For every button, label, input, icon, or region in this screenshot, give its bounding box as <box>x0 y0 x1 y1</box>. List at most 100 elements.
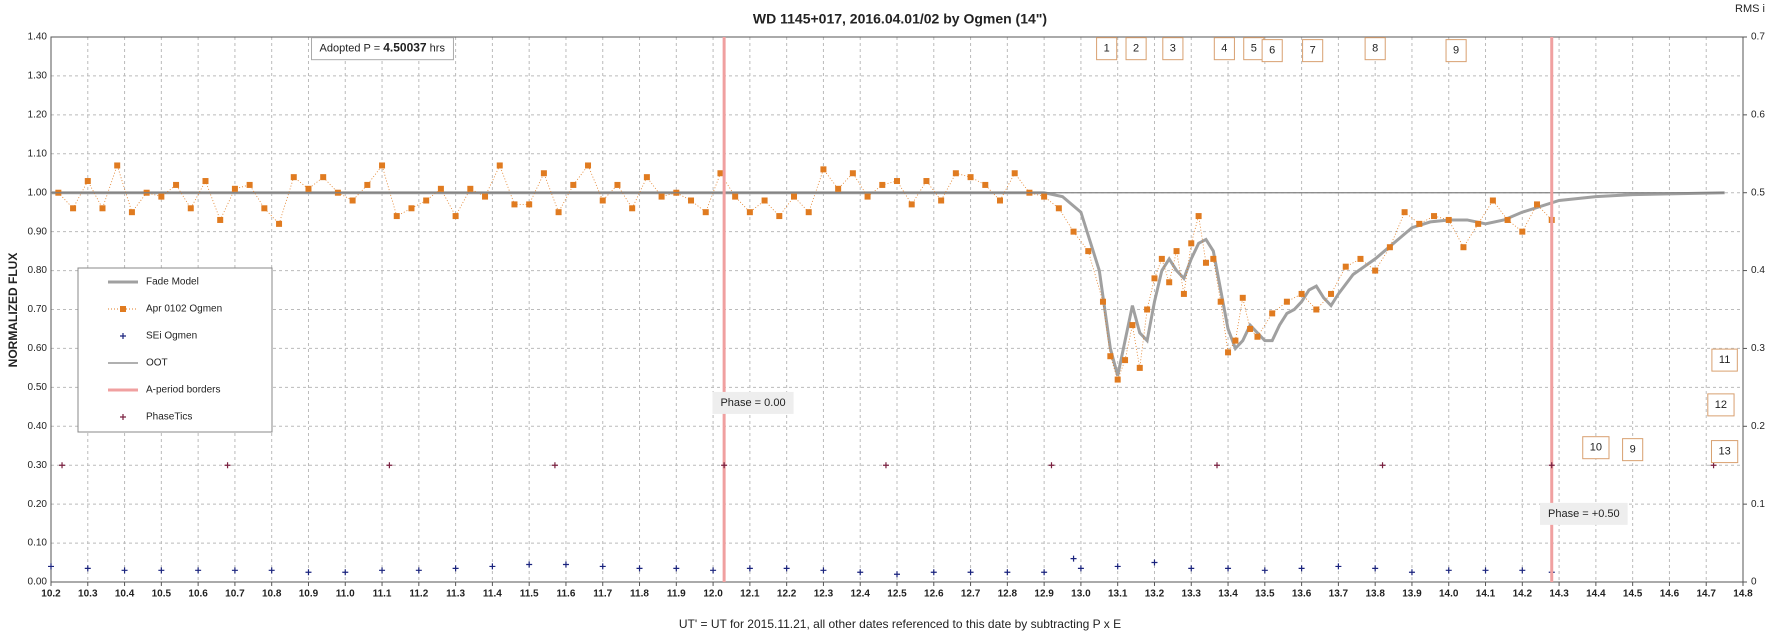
data-point <box>658 193 665 200</box>
plus-marker <box>1114 563 1121 570</box>
x-tick-label: 12.8 <box>998 589 1018 600</box>
legend-label: A-period borders <box>146 385 220 396</box>
y2-tick-label: 0.1 <box>1751 499 1765 510</box>
y-tick-label: 0.40 <box>28 421 48 432</box>
x-tick-label: 12.4 <box>850 589 870 600</box>
data-point <box>1085 248 1092 255</box>
plus-marker <box>489 563 496 570</box>
y-tick-label: 0.60 <box>28 343 48 354</box>
data-point <box>379 162 386 169</box>
data-point <box>1416 220 1423 227</box>
x-axis-label: UT' = UT for 2015.11.21, all other dates… <box>679 617 1121 631</box>
plus-marker <box>721 462 728 469</box>
data-point <box>1372 267 1379 274</box>
box-label: 9 <box>1630 444 1636 456</box>
data-point <box>276 220 283 227</box>
y-tick-label: 0.70 <box>28 304 48 315</box>
data-point <box>1342 263 1349 270</box>
plus-marker <box>783 565 790 572</box>
x-tick-label: 14.7 <box>1696 589 1716 600</box>
data-point <box>1129 322 1136 329</box>
data-point <box>849 170 856 177</box>
x-tick-label: 11.2 <box>409 589 428 600</box>
annotation-text: Adopted P = 4.50037 hrs <box>320 41 446 55</box>
annotation: Phase = +0.50 <box>1540 502 1628 525</box>
data-point <box>1195 213 1202 220</box>
legend-swatch <box>120 414 126 420</box>
data-point <box>231 185 238 192</box>
box-label: 1 <box>1104 43 1110 55</box>
legend-swatch <box>120 333 126 339</box>
data-point <box>128 209 135 216</box>
data-point <box>1239 294 1246 301</box>
x-tick-label: 10.8 <box>262 589 282 600</box>
data-point <box>1247 325 1254 332</box>
y2-axis-label: RMS i <box>1735 3 1765 15</box>
data-point <box>776 213 783 220</box>
y2-tick-label: 0.4 <box>1751 265 1765 276</box>
box <box>1622 438 1644 462</box>
data-point <box>614 181 621 188</box>
plus-marker <box>526 561 533 568</box>
data-point <box>1114 376 1121 383</box>
box-label: 8 <box>1372 43 1378 55</box>
data-point <box>467 185 474 192</box>
data-point <box>746 209 753 216</box>
data-point <box>1122 357 1129 364</box>
x-tick-label: 12.2 <box>777 589 797 600</box>
data-point <box>1431 213 1438 220</box>
box-label: 5 <box>1251 43 1257 55</box>
x-tick-label: 11.7 <box>593 589 612 600</box>
x-tick-label: 12.3 <box>814 589 834 600</box>
data-point <box>290 174 297 181</box>
data-point <box>1151 275 1158 282</box>
plus-marker <box>673 565 680 572</box>
data-point <box>1173 248 1180 255</box>
plus-marker <box>857 569 864 576</box>
x-tick-label: 12.6 <box>924 589 944 600</box>
annotation-part: 4.50037 <box>383 41 427 55</box>
box <box>1261 39 1283 63</box>
y2-tick-label: 0.6 <box>1751 109 1765 120</box>
x-tick-label: 13.2 <box>1145 589 1165 600</box>
plus-marker <box>1214 462 1221 469</box>
legend-box <box>77 267 273 433</box>
data-line <box>58 164 1553 381</box>
plus-marker <box>599 563 606 570</box>
data-point <box>1188 240 1195 247</box>
plus-marker <box>1151 559 1158 566</box>
data-point <box>1475 220 1482 227</box>
x-tick-label: 11.8 <box>630 589 649 600</box>
plus-marker <box>158 567 165 574</box>
data-point <box>908 201 915 208</box>
y-tick-label: 1.20 <box>28 109 48 120</box>
box <box>1445 39 1467 63</box>
legend-label: SEi Ogmen <box>146 331 197 342</box>
data-point <box>217 216 224 223</box>
data-point <box>187 205 194 212</box>
data-point <box>952 170 959 177</box>
data-point <box>894 178 900 185</box>
x-tick-label: 12.0 <box>703 589 723 600</box>
x-tick-label: 12.5 <box>887 589 907 600</box>
plus-marker <box>386 462 393 469</box>
y-tick-label: 1.40 <box>28 32 48 43</box>
plus-marker <box>1041 569 1048 576</box>
data-point <box>1144 306 1151 313</box>
plus-marker <box>1070 555 1077 562</box>
plus-marker <box>379 567 386 574</box>
x-tick-label: 13.3 <box>1182 589 1202 600</box>
box <box>1213 37 1235 61</box>
data-point <box>938 197 945 204</box>
x-tick-label: 14.0 <box>1439 589 1459 600</box>
plus-marker <box>342 569 349 576</box>
plus-marker <box>1482 567 1489 574</box>
data-point <box>1041 193 1048 200</box>
box-label: 2 <box>1133 43 1139 55</box>
plus-marker <box>48 563 54 570</box>
data-point <box>820 166 827 173</box>
x-tick-label: 10.9 <box>299 589 319 600</box>
data-point <box>643 174 650 181</box>
x-tick-label: 14.5 <box>1623 589 1643 600</box>
